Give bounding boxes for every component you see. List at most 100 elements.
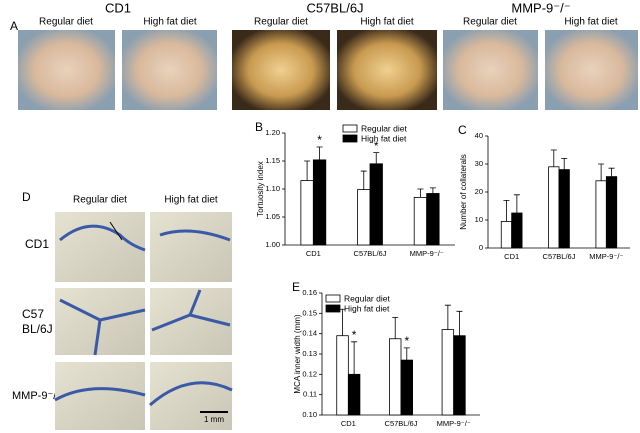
- error-bar: [444, 304, 451, 330]
- x-tick-label: MMP-9⁻/⁻: [437, 419, 471, 428]
- panel-label: D: [22, 190, 31, 204]
- significance-marker: *: [374, 139, 379, 153]
- error-bar: [392, 317, 399, 339]
- error-bar: [561, 158, 568, 170]
- x-tick-label: CD1: [504, 252, 519, 261]
- error-bar: [608, 167, 615, 177]
- column-label: Regular diet: [73, 195, 127, 206]
- x-tick-label: MMP-9⁻/⁻: [589, 252, 623, 261]
- legend-swatch: [342, 134, 358, 143]
- panel-label: C: [458, 123, 467, 137]
- bar: [511, 212, 523, 249]
- error-bar: [550, 149, 557, 167]
- y-tick-label: 0.14: [302, 329, 317, 338]
- bar: [347, 373, 361, 416]
- error-bar: [429, 187, 436, 194]
- y-tick-label: 1.00: [265, 240, 280, 249]
- legend-swatch: [325, 294, 341, 303]
- bar: [453, 335, 466, 416]
- x-tick-label: C57BL/6J: [385, 419, 418, 428]
- photo-label: High fat diet: [143, 17, 197, 28]
- error-bar: [598, 163, 605, 181]
- bar: [500, 220, 513, 249]
- bar: [605, 176, 618, 249]
- photo-label: Regular diet: [463, 17, 517, 28]
- bar: [441, 329, 455, 416]
- panel-label: A: [10, 19, 18, 33]
- x-tick-label: CD1: [341, 419, 356, 428]
- bar: [548, 166, 560, 249]
- y-tick-label: 1.15: [265, 156, 280, 165]
- y-tick-label: 10: [475, 215, 483, 224]
- scale-bar-label: 1 mm: [204, 415, 224, 424]
- strain-header: CD1: [105, 0, 131, 15]
- panel-label: E: [292, 280, 300, 294]
- legend-swatch: [325, 304, 341, 313]
- error-bar: [513, 194, 520, 213]
- y-tick-label: 20: [475, 187, 483, 196]
- bar: [357, 189, 371, 246]
- photo-label: Regular diet: [39, 17, 93, 28]
- brain-photos: [18, 30, 638, 110]
- bar: [369, 163, 383, 246]
- error-bar: [456, 310, 463, 336]
- error-bar: [403, 347, 410, 361]
- panel-label: B: [255, 120, 263, 134]
- y-axis-label: Tortuosity index: [256, 161, 265, 217]
- strain-header: C57BL/6J: [306, 0, 363, 15]
- row-label: MMP-9⁻/⁻: [12, 390, 62, 402]
- y-tick-label: 0.13: [302, 349, 317, 358]
- bar: [336, 335, 349, 416]
- legend-label: Regular diet: [361, 123, 407, 133]
- y-axis-label: MCA inner width (mm): [293, 314, 302, 393]
- x-tick-label: CD1: [306, 249, 321, 258]
- row-label: CD1: [25, 237, 49, 251]
- photo-label: High fat diet: [564, 17, 618, 28]
- y-tick-label: 1.20: [265, 128, 280, 137]
- legend-label: Regular diet: [344, 293, 390, 303]
- error-bar: [351, 341, 358, 375]
- photo-label: High fat diet: [360, 17, 414, 28]
- y-tick-label: 0.10: [302, 410, 317, 419]
- bar: [389, 338, 402, 416]
- y-tick-label: 0.16: [302, 288, 317, 297]
- legend-label: High fat diet: [344, 303, 390, 313]
- significance-marker: *: [404, 334, 409, 348]
- significance-marker: *: [317, 133, 322, 147]
- legend-label: High fat diet: [361, 133, 407, 143]
- y-tick-label: 1.10: [265, 184, 280, 193]
- y-tick-label: 30: [475, 159, 483, 168]
- bar: [300, 180, 314, 246]
- error-bar: [316, 146, 323, 160]
- bar: [413, 196, 428, 246]
- y-tick-label: 0.15: [302, 308, 317, 317]
- error-bar: [373, 152, 380, 164]
- bar: [595, 180, 607, 249]
- bar: [426, 193, 440, 246]
- column-label: High fat diet: [164, 195, 218, 206]
- row-label: BL/6J: [22, 322, 53, 336]
- row-label: C57: [22, 307, 44, 321]
- legend-swatch: [342, 124, 358, 133]
- error-bar: [304, 160, 311, 181]
- x-tick-label: MMP-9⁻/⁻: [410, 249, 444, 258]
- y-tick-label: 1.05: [265, 212, 280, 221]
- significance-marker: *: [352, 328, 357, 342]
- bar: [400, 359, 413, 416]
- y-tick-label: 0: [479, 243, 483, 252]
- error-bar: [339, 308, 346, 336]
- error-bar: [360, 170, 367, 190]
- error-bar: [503, 200, 510, 222]
- vessel-photos: [54, 212, 233, 430]
- y-tick-label: 0.11: [303, 390, 317, 399]
- y-axis-label: Number of collaterals: [459, 154, 468, 230]
- x-tick-label: C57BL/6J: [354, 249, 387, 258]
- y-tick-label: 0.12: [302, 369, 317, 378]
- photo-label: Regular diet: [254, 17, 308, 28]
- x-tick-label: C57BL/6J: [543, 252, 576, 261]
- error-bar: [417, 188, 424, 198]
- strain-header: MMP-9⁻/⁻: [511, 0, 570, 15]
- bar: [312, 159, 327, 246]
- y-tick-label: 40: [475, 131, 483, 140]
